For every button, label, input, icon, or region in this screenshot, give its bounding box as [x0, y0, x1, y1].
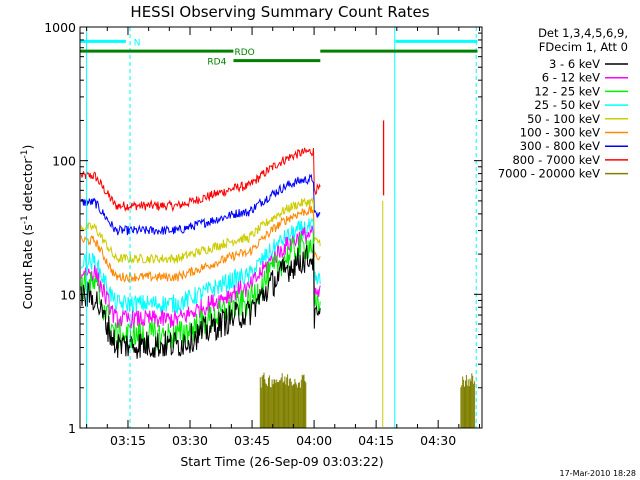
- y-tick-label: 1000: [44, 20, 76, 35]
- series-line-1: [80, 225, 321, 329]
- y-label-end: ): [20, 145, 35, 150]
- bar-rdo-label: RDO: [234, 48, 254, 58]
- series-line-0: [80, 243, 321, 359]
- x-tick-label: 03:30: [172, 433, 208, 448]
- plot-frame: [79, 26, 483, 429]
- footer-date: 17-Mar-2010 18:28: [560, 469, 637, 478]
- x-tick-label: 03:45: [234, 433, 270, 448]
- x-axis-label: Start Time (26-Sep-09 03:03:22): [180, 454, 383, 469]
- chart-title: HESSI Observing Summary Count Rates: [130, 3, 429, 21]
- y-axis-label: Count Rate (s-1 detector-1): [20, 145, 35, 310]
- bar-rd4-label: RD4: [207, 58, 226, 68]
- legend-label-0: 3 - 6 keV: [549, 57, 600, 71]
- x-tick-label: 03:15: [110, 433, 146, 448]
- series-line-3: [80, 217, 321, 315]
- series-layer: [80, 27, 477, 428]
- plot-background: [80, 27, 482, 428]
- y-label-mid: detector: [20, 158, 35, 216]
- legend-header-1: Det 1,3,4,5,6,9,: [538, 26, 628, 40]
- bar-n-label: N: [134, 38, 141, 48]
- legend-label-6: 300 - 800 keV: [520, 139, 600, 153]
- x-tick-label: 04:00: [296, 433, 332, 448]
- legend-label-7: 800 - 7000 keV: [512, 153, 600, 167]
- x-tick-label: 04:15: [358, 433, 394, 448]
- plot-area: [80, 27, 482, 428]
- status-bars: N RDO RD4: [80, 38, 478, 68]
- x-tick-label: 04:30: [420, 433, 456, 448]
- y-label-sup2: -1: [20, 150, 30, 159]
- legend-label-2: 12 - 25 keV: [534, 84, 600, 98]
- legend-label-8: 7000 - 20000 keV: [498, 167, 600, 181]
- series-line-7: [80, 147, 321, 213]
- legend-label-3: 25 - 50 keV: [534, 98, 600, 112]
- series-line-4: [80, 196, 321, 264]
- y-tick-label: 1: [68, 421, 76, 436]
- y-label-sup1: -1: [20, 215, 30, 224]
- y-label-main: Count Rate (s: [20, 224, 35, 309]
- legend-header-2: FDecim 1, Att 0: [539, 40, 628, 54]
- series-line-6: [80, 173, 321, 236]
- legend-label-5: 100 - 300 keV: [520, 126, 600, 140]
- legend-label-4: 50 - 100 keV: [527, 112, 600, 126]
- series-line-5: [80, 204, 321, 283]
- y-tick-label: 10: [60, 287, 76, 302]
- y-tick-label: 100: [52, 154, 76, 169]
- axes: 1 10 100 1000 03:15 03:30 03:45 04:00 04:15 04:30: [44, 20, 483, 448]
- legend-label-1: 6 - 12 keV: [542, 71, 600, 85]
